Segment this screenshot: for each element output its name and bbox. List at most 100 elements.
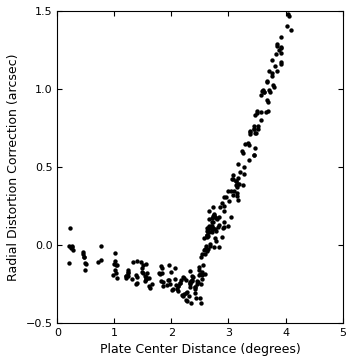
Point	[70, 247, 76, 253]
Point	[111, 261, 116, 266]
Point	[206, 225, 212, 231]
Y-axis label: Radial Distortion Correction (arcsec): Radial Distortion Correction (arcsec)	[7, 53, 20, 281]
Point	[225, 188, 231, 193]
Point	[209, 215, 215, 221]
Point	[204, 232, 210, 238]
Point	[240, 148, 245, 154]
Point	[285, 5, 291, 11]
Point	[188, 279, 193, 285]
Point	[284, 23, 290, 29]
Point	[293, 0, 298, 3]
Point	[210, 219, 216, 225]
Point	[124, 273, 129, 279]
Point	[264, 78, 270, 84]
Point	[187, 280, 193, 286]
Point	[82, 254, 87, 260]
Point	[230, 176, 236, 182]
Point	[196, 272, 202, 278]
Point	[160, 279, 166, 285]
Point	[205, 228, 210, 233]
Point	[258, 117, 263, 123]
Point	[189, 278, 195, 284]
Point	[125, 273, 131, 278]
Point	[267, 87, 272, 93]
Point	[157, 271, 163, 277]
Point	[126, 269, 131, 275]
Point	[286, 13, 292, 19]
Point	[168, 269, 174, 275]
Point	[202, 250, 208, 256]
Point	[144, 261, 149, 267]
Point	[212, 226, 218, 232]
Point	[80, 251, 86, 257]
Point	[234, 178, 239, 183]
Point	[204, 225, 210, 231]
Point	[95, 259, 101, 265]
Point	[180, 293, 185, 299]
Point	[235, 182, 240, 187]
Point	[251, 152, 257, 158]
Point	[235, 175, 241, 181]
Point	[286, 11, 291, 17]
Point	[158, 263, 163, 269]
Point	[200, 269, 205, 274]
Point	[184, 297, 189, 303]
Point	[164, 282, 170, 288]
Point	[184, 298, 190, 304]
Point	[225, 224, 231, 229]
Point	[174, 286, 180, 292]
Point	[183, 290, 189, 296]
Point	[181, 291, 187, 297]
Point	[264, 79, 270, 85]
Point	[112, 258, 118, 264]
Point	[139, 269, 145, 275]
Point	[233, 179, 239, 184]
Point	[183, 277, 189, 282]
Point	[252, 112, 258, 118]
Point	[247, 128, 253, 134]
Point	[275, 43, 280, 49]
Point	[142, 273, 148, 278]
Point	[133, 272, 139, 278]
Point	[216, 222, 221, 228]
Point	[209, 219, 215, 225]
Point	[267, 90, 273, 95]
Point	[98, 243, 103, 249]
Point	[205, 225, 211, 231]
Point	[158, 278, 164, 284]
Point	[230, 172, 236, 178]
Point	[223, 194, 229, 200]
Point	[69, 244, 75, 250]
Point	[187, 268, 193, 274]
Point	[240, 150, 246, 156]
Point	[220, 225, 226, 231]
Point	[203, 246, 209, 252]
Point	[240, 183, 246, 188]
Point	[219, 234, 225, 240]
Point	[179, 292, 185, 298]
Point	[84, 261, 89, 267]
Point	[175, 284, 180, 289]
Point	[278, 44, 283, 50]
Point	[228, 214, 234, 220]
Point	[209, 223, 214, 228]
Point	[110, 272, 115, 278]
Point	[207, 229, 212, 235]
Point	[170, 286, 176, 291]
Point	[205, 246, 211, 252]
Point	[259, 92, 264, 98]
Point	[201, 236, 207, 241]
Point	[241, 171, 247, 177]
Point	[197, 295, 203, 301]
Point	[192, 284, 198, 289]
Point	[205, 233, 211, 239]
Point	[143, 276, 148, 282]
Point	[208, 223, 214, 229]
Point	[125, 268, 131, 273]
Point	[251, 126, 257, 131]
Point	[273, 51, 279, 57]
Point	[221, 208, 227, 213]
Point	[113, 262, 119, 268]
Point	[147, 285, 153, 291]
Point	[112, 267, 118, 273]
